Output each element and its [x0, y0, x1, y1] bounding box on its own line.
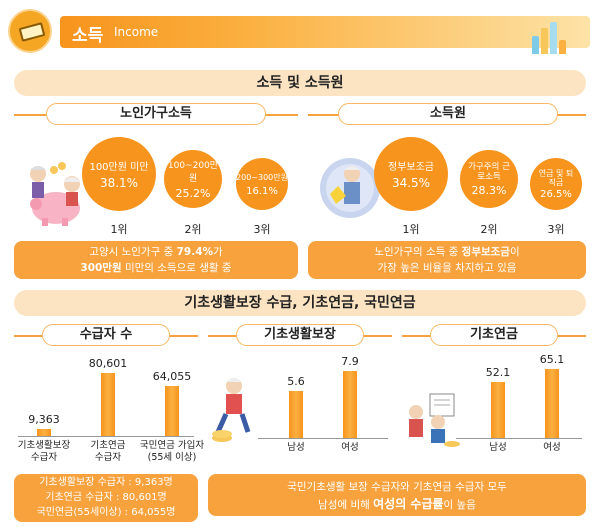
snote2: 가장 높은 비율을 차지하고 있음	[377, 262, 517, 274]
bar-label-2: 여성	[543, 442, 561, 453]
gnote-2-prefix: 남성에 비해	[318, 499, 374, 511]
page-title: 소득	[72, 26, 104, 46]
gnote-1: 국민기초생활 보장 수급자와 기초연금 수급자 모두	[287, 481, 507, 493]
gender-note: 국민기초생활 보장 수급자와 기초연금 수급자 모두 남성에 비해 여성의 수급…	[208, 474, 586, 516]
source-rank-1: 1위	[402, 223, 420, 236]
basic-pension-chart: 52.1 남성 65.1 여성	[452, 350, 586, 460]
household-income-note: 고양시 노인가구 중 79.4%가 300만원 미만의 소득으로 생활 중	[14, 241, 298, 279]
snote1-value: 정부보조금	[461, 246, 510, 258]
snote1-suffix: 이	[509, 246, 520, 258]
bar-value-3: 64,055	[152, 370, 192, 384]
basic-living-title: 기초생활보장	[236, 324, 364, 346]
section-income-title: 소득 및 소득원	[14, 70, 586, 96]
income-circle-1: 100만원 미만 38.1%	[82, 137, 156, 211]
bar-value-1: 52.1	[485, 366, 511, 380]
source-rank-2: 2위	[480, 223, 498, 236]
income-circle-2: 100~200만원 25.2%	[164, 150, 222, 208]
rnote-2: 기초연금 수급자 : 80,601명	[45, 492, 167, 503]
header-banner	[60, 16, 590, 48]
income-value-2: 25.2%	[175, 187, 211, 200]
chart-axis	[456, 438, 582, 439]
bar-1	[37, 428, 51, 436]
income-source-title: 소득원	[338, 103, 558, 125]
income-rank-3: 3위	[253, 223, 271, 236]
note1-prefix: 고양시 노인가구 중	[89, 246, 177, 258]
note1-suffix: 가	[213, 246, 223, 258]
bar-2	[101, 373, 115, 436]
bar-3	[165, 386, 179, 436]
note2-value: 300만원	[80, 262, 122, 274]
bar-2	[343, 371, 357, 438]
household-income-title: 노인가구소득	[46, 103, 266, 125]
rnote-3: 국민연금(55세이상) : 64,055명	[36, 507, 176, 518]
source-label-3: 연금 및 퇴직금	[538, 168, 574, 187]
recipients-note: 기초생활보장 수급자 : 9,363명 기초연금 수급자 : 80,601명 국…	[14, 474, 198, 522]
bar-2	[545, 368, 559, 438]
piggy-bank-illustration	[20, 160, 92, 230]
source-circle-2: 가구주의 근로소득 28.3%	[460, 150, 518, 208]
bar-value-2: 80,601	[88, 357, 128, 371]
money-icon	[8, 9, 52, 53]
note2-suffix: 미만의 소득으로 생활 중	[121, 262, 232, 274]
bar-label-2: 여성	[341, 442, 359, 453]
recipients-chart: 9,363 기초생활보장 수급자 80,601 기초연금 수급자 64,055 국민연금 가입…	[14, 350, 204, 470]
bar-1	[289, 390, 303, 438]
source-label-1: 정부보조금	[388, 162, 434, 173]
income-rank-1: 1위	[110, 223, 128, 236]
page-subtitle: Income	[114, 25, 159, 39]
bar-1	[491, 382, 505, 438]
bar-value-1: 9,363	[28, 412, 60, 426]
bar-label-1: 기초생활보장 수급자	[17, 440, 71, 463]
bar-chart-icon	[530, 20, 570, 54]
rnote-1: 기초생활보장 수급자 : 9,363명	[39, 477, 173, 488]
bar-value-1: 5.6	[287, 374, 305, 388]
income-label-3: 200~300만원	[236, 172, 288, 182]
source-value-2: 28.3%	[471, 183, 507, 197]
income-circle-3: 200~300만원 16.1%	[236, 158, 288, 210]
chart-axis	[18, 436, 194, 437]
income-value-3: 16.1%	[246, 185, 278, 197]
source-value-1: 34.5%	[391, 176, 431, 190]
page-header: 소득 Income	[2, 2, 598, 56]
gnote-2-value: 여성의 수급률	[373, 497, 444, 511]
section-welfare-title: 기초생활보장 수급, 기초연금, 국민연금	[14, 290, 586, 316]
bar-value-2: 7.9	[341, 355, 359, 369]
source-label-2: 가구주의 근로소득	[468, 161, 510, 182]
bar-value-2: 65.1	[539, 352, 565, 366]
income-label-1: 100만원 미만	[89, 162, 149, 173]
bar-label-1: 남성	[489, 442, 507, 453]
basic-living-chart: 5.6 남성 7.9 여성	[258, 350, 392, 460]
bar-label-1: 남성	[287, 442, 305, 453]
bar-label-2: 기초연금 수급자	[90, 440, 126, 463]
source-circle-1: 정부보조금 34.5%	[374, 137, 448, 211]
income-label-2: 100~200만원	[167, 161, 219, 184]
chart-axis	[258, 438, 388, 439]
income-value-1: 38.1%	[99, 176, 139, 190]
grandpa-illustration	[318, 156, 382, 220]
running-grandpa-illustration	[208, 376, 258, 446]
source-circle-3: 연금 및 퇴직금 26.5%	[530, 158, 582, 210]
bar-label-3: 국민연금 가입자 (55세 이상)	[139, 440, 205, 463]
income-rank-2: 2위	[184, 223, 202, 236]
snote1-prefix: 노인가구의 소득 중	[374, 246, 462, 258]
basic-pension-title: 기초연금	[430, 324, 558, 346]
source-value-3: 26.5%	[540, 188, 572, 200]
source-rank-3: 3위	[547, 223, 565, 236]
gnote-2-suffix: 이 높음	[443, 499, 476, 511]
income-source-note: 노인가구의 소득 중 정부보조금이 가장 높은 비율을 차지하고 있음	[308, 241, 586, 279]
recipients-title: 수급자 수	[42, 324, 170, 346]
elderly-couple-illustration	[400, 392, 462, 450]
note1-value: 79.4%	[176, 246, 214, 258]
